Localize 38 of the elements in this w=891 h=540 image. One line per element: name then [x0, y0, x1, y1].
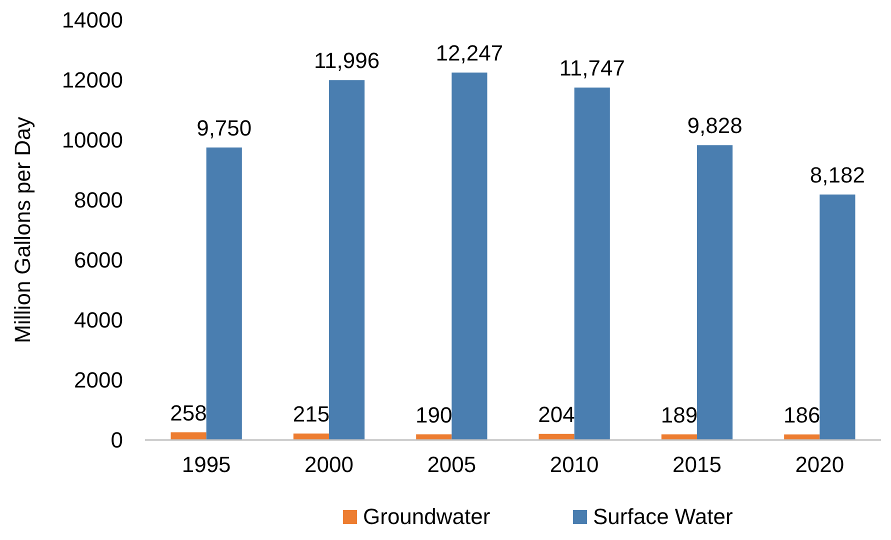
x-tick-label: 2005: [427, 452, 476, 477]
x-tick-label: 2010: [550, 452, 599, 477]
y-tick-label: 14000: [62, 8, 123, 33]
legend-label: Surface Water: [593, 504, 733, 529]
y-tick-label: 10000: [62, 128, 123, 153]
data-label: 9,828: [687, 113, 742, 138]
bar: [820, 194, 856, 440]
y-tick-label: 12000: [62, 68, 123, 93]
x-tick-label: 2000: [304, 452, 354, 477]
data-label: 186: [784, 402, 820, 428]
y-axis-title: Million Gallons per Day: [10, 116, 35, 344]
data-label: 190: [416, 402, 452, 428]
legend-label: Groundwater: [363, 504, 490, 529]
data-label: 12,247: [436, 40, 504, 66]
x-tick-label: 1995: [182, 452, 231, 477]
y-tick-label: 8000: [74, 188, 123, 213]
y-tick-label: 4000: [74, 308, 123, 333]
data-label: 9,750: [196, 116, 252, 140]
data-label: 204: [538, 402, 575, 427]
y-tick-label: 6000: [74, 248, 123, 273]
bar: [170, 432, 206, 440]
bar: [452, 72, 488, 440]
data-label: 258: [170, 400, 207, 426]
data-label: 11,747: [559, 56, 625, 81]
bar: [538, 434, 574, 440]
data-label: 8,182: [810, 162, 865, 188]
bar: [206, 148, 242, 440]
bar: [697, 145, 733, 440]
bar: [329, 80, 365, 440]
data-label: 11,996: [314, 48, 380, 74]
bar: [293, 434, 329, 440]
y-tick-label: 2000: [74, 368, 123, 393]
x-tick-label: 2020: [795, 452, 844, 477]
x-tick-label: 2015: [672, 452, 722, 477]
data-label: 189: [660, 402, 698, 428]
data-label: 215: [292, 402, 330, 427]
bar: [574, 88, 610, 440]
y-tick-label: 0: [110, 428, 123, 453]
